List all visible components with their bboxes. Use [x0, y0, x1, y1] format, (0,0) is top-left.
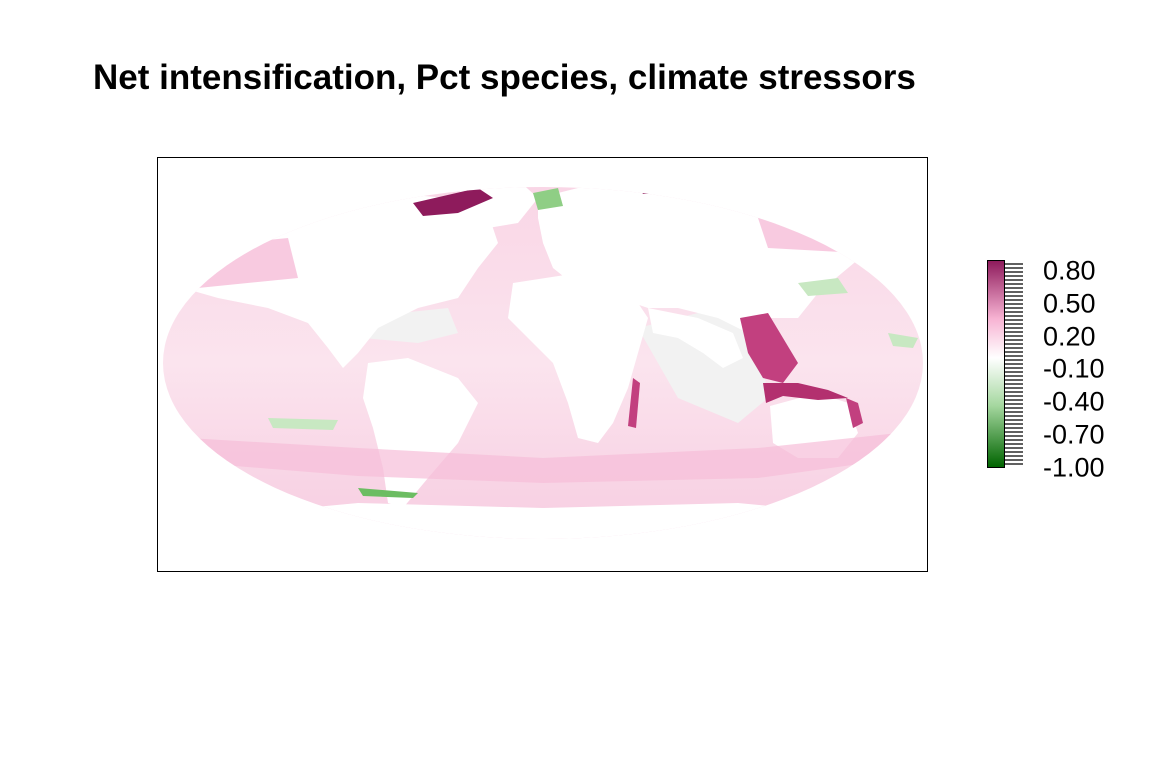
green-patch-southern-ocean	[358, 488, 418, 498]
green-patch-south-pacific	[268, 418, 338, 430]
hotspot-western-australia	[846, 398, 863, 428]
map-frame	[157, 157, 928, 572]
tropical-indian-gray	[638, 308, 768, 423]
legend-label: -0.10	[1043, 353, 1105, 384]
legend-label: 0.50	[1043, 288, 1096, 319]
legend-label: -0.40	[1043, 386, 1105, 417]
hotspot-arctic-2	[638, 187, 683, 194]
legend-color-bar	[987, 260, 1005, 468]
legend-label: 0.80	[1043, 255, 1096, 286]
green-patch-north-atlantic	[533, 188, 563, 210]
legend-ticks	[1005, 263, 1023, 465]
legend-label: 0.20	[1043, 321, 1096, 352]
green-patch-north-pacific	[798, 278, 848, 296]
landmass-antarctica	[178, 503, 918, 539]
hotspot-east-africa-coast	[628, 378, 640, 428]
map-title: Net intensification, Pct species, climat…	[93, 58, 916, 97]
landmass-arabia-india	[648, 308, 743, 368]
world-map	[163, 187, 923, 539]
hotspot-arctic-1	[413, 188, 493, 216]
band-northwest-pacific-pink	[758, 218, 858, 253]
hotspot-southeast-asia	[740, 313, 798, 383]
legend-label: -0.70	[1043, 419, 1105, 450]
green-patch-east-pacific	[888, 333, 918, 348]
legend-label: -1.00	[1043, 452, 1105, 483]
hotspot-indonesia	[763, 383, 848, 403]
landmass-africa	[508, 273, 648, 443]
band-southern-ocean-pink	[188, 433, 903, 483]
